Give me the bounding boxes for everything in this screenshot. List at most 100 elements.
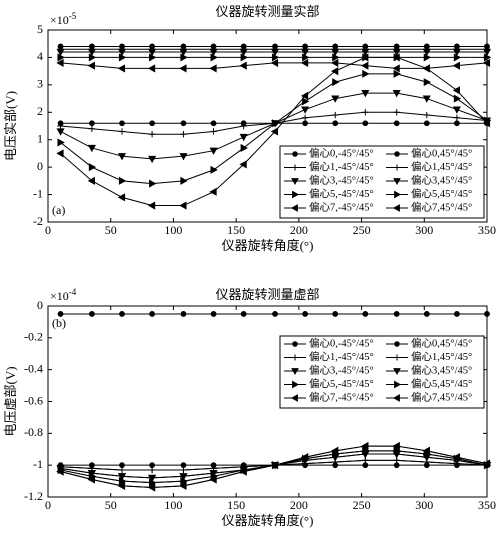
data-point: [179, 64, 187, 73]
x-tick-label: 250: [353, 223, 371, 237]
data-point: [117, 64, 126, 73]
data-point: [56, 48, 65, 57]
data-point: [119, 120, 125, 127]
data-point: [362, 457, 369, 464]
legend-label: 偏心0,-45°/45°: [309, 336, 374, 349]
data-point: [300, 91, 309, 100]
data-point: [180, 120, 187, 127]
data-point: [56, 149, 64, 158]
data-point: [239, 133, 248, 142]
legend-marker: [292, 354, 298, 361]
x-tick-label: 300: [415, 223, 433, 237]
data-point: [361, 53, 369, 62]
data-point: [149, 120, 156, 127]
data-point: [149, 478, 157, 487]
x-tick-label: 200: [290, 498, 308, 512]
data-point: [332, 311, 339, 317]
data-point: [453, 53, 462, 62]
data-point: [148, 474, 157, 483]
data-point: [361, 48, 370, 57]
data-point: [87, 176, 95, 185]
y-axis-label: 电压虚部(V): [3, 366, 18, 436]
x-tick-label: 250: [353, 498, 371, 512]
data-point: [149, 311, 156, 317]
legend-label: 偏心7,-45°/45°: [309, 390, 374, 403]
y-tick-label: 0: [37, 159, 43, 173]
legend-label: 偏心3,-45°/45°: [309, 363, 374, 376]
data-point: [87, 144, 96, 153]
y-tick-label: -2: [33, 214, 43, 228]
data-point: [392, 48, 401, 57]
data-point: [149, 53, 157, 62]
data-point: [210, 311, 217, 317]
data-point: [362, 446, 370, 455]
data-point: [148, 155, 157, 164]
data-point: [209, 475, 217, 484]
data-point: [180, 53, 188, 62]
data-point: [453, 94, 462, 103]
data-point: [331, 95, 340, 103]
legend-marker: [392, 394, 400, 402]
y-tick-label: 4: [37, 49, 43, 63]
data-point: [180, 466, 187, 474]
data-point: [483, 53, 492, 62]
legend-label: 偏心5,-45°/45°: [309, 377, 374, 390]
x-tick-label: 200: [290, 223, 308, 237]
data-point: [179, 153, 188, 161]
data-point: [271, 119, 280, 128]
x-tick-label: 100: [164, 223, 182, 237]
legend-label: 偏心5,-45°/45°: [309, 187, 374, 200]
scale-base: ×10: [50, 289, 69, 303]
data-point: [393, 446, 401, 455]
legend-marker: [394, 341, 400, 347]
data-point: [423, 78, 432, 87]
data-point: [118, 128, 126, 135]
legend-label: 偏心0,45°/45°: [411, 336, 472, 349]
data-point: [240, 143, 248, 152]
data-point: [147, 483, 156, 492]
x-tick-label: 0: [45, 223, 51, 237]
scale-label: ×10-4: [50, 287, 77, 303]
data-point: [210, 128, 217, 135]
data-point: [452, 106, 461, 114]
data-point: [453, 311, 460, 317]
legend-box: [279, 145, 485, 219]
data-point: [88, 163, 97, 172]
data-point: [453, 114, 461, 121]
legend-marker: [292, 164, 298, 171]
data-point: [302, 53, 310, 62]
legend-label: 偏心3,45°/45°: [411, 173, 472, 186]
data-point: [147, 64, 156, 73]
legend-marker: [292, 151, 298, 157]
data-point: [239, 160, 247, 169]
data-point: [331, 58, 339, 67]
data-point: [302, 97, 310, 106]
data-point: [239, 61, 247, 70]
data-point: [270, 58, 279, 67]
x-tick-label: 150: [227, 223, 245, 237]
legend-marker: [394, 190, 402, 199]
legend-label: 偏心7,45°/45°: [411, 390, 472, 403]
data-point: [452, 86, 460, 95]
x-axis-label: 仪器旋转角度(°): [222, 513, 314, 528]
data-point: [56, 467, 64, 476]
data-point: [56, 128, 65, 136]
data-point: [423, 120, 430, 127]
legend-label: 偏心0,-45°/45°: [309, 146, 374, 159]
data-point: [332, 111, 339, 119]
data-point: [87, 475, 95, 484]
legend-marker: [290, 204, 298, 212]
data-point: [332, 120, 339, 127]
data-point: [362, 69, 370, 78]
data-point: [362, 120, 369, 127]
data-point: [423, 111, 430, 119]
data-point: [89, 311, 95, 317]
legend-label: 偏心7,-45°/45°: [309, 200, 374, 213]
legend-marker: [394, 380, 402, 389]
y-tick-label: -1: [33, 186, 43, 200]
legend-label: 偏心1,-45°/45°: [309, 350, 374, 363]
data-point: [239, 48, 248, 57]
scale-base: ×10: [50, 13, 69, 27]
data-point: [482, 58, 491, 67]
